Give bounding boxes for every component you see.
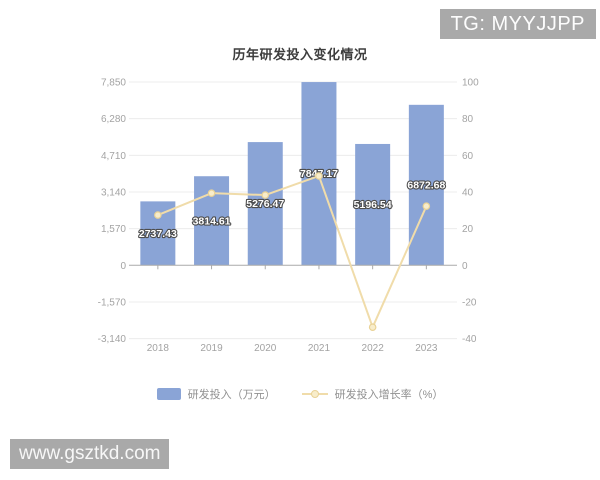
bar-value-label: 2737.43 xyxy=(139,228,177,240)
left-axis-tick-label: 3,140 xyxy=(101,187,126,198)
right-axis-tick-label: 100 xyxy=(462,78,479,89)
watermark: www.gsztkd.com xyxy=(10,439,170,469)
line-marker xyxy=(422,202,431,210)
line-marker xyxy=(368,323,377,331)
line-marker xyxy=(154,211,162,219)
right-axis-tick-label: -20 xyxy=(462,297,477,308)
chart-title: 历年研发投入变化情况 xyxy=(232,47,368,62)
x-axis-label: 2020 xyxy=(254,343,277,354)
bar-series-swatch-icon xyxy=(156,388,181,400)
x-axis-label: 2023 xyxy=(415,343,438,354)
line-marker xyxy=(207,189,216,197)
x-axis-label: 2018 xyxy=(147,343,170,354)
right-axis-tick-label: -40 xyxy=(462,334,477,345)
legend-label-rd-investment: 研发投入（万元） xyxy=(187,389,276,401)
bar xyxy=(355,143,391,266)
x-axis-label: 2022 xyxy=(362,343,385,354)
right-axis-tick-label: 0 xyxy=(462,261,468,272)
bar-value-label: 3814.61 xyxy=(193,215,231,227)
bar-value-label: 5196.54 xyxy=(354,199,392,211)
left-axis-tick-label: 0 xyxy=(120,261,126,272)
bar-value-label: 6872.68 xyxy=(407,180,445,192)
left-axis-tick-label: 1,570 xyxy=(101,224,126,235)
left-axis-tick-label: -1,570 xyxy=(98,297,127,308)
x-axis-label: 2021 xyxy=(308,343,331,354)
legend-item-growth-rate[interactable]: 研发投入增长率（%） xyxy=(301,386,444,402)
right-axis-tick-label: 60 xyxy=(462,151,474,162)
bar xyxy=(247,142,283,266)
left-axis-tick-label: -3,140 xyxy=(98,334,127,345)
chart-canvas: 7,850 6,280 4,710 3,140 1,570 0 -1,570 -3,140 10… xyxy=(98,78,479,355)
left-axis-tick-label: 7,850 xyxy=(101,78,126,89)
line-series-dot-icon xyxy=(310,390,319,398)
left-axis-tick-label: 4,710 xyxy=(101,151,126,162)
legend-item-rd-investment[interactable]: 研发投入（万元） xyxy=(156,386,276,402)
line-marker xyxy=(315,172,323,180)
growth-rate-line xyxy=(157,174,428,329)
left-axis-tick-label: 6,280 xyxy=(101,114,126,125)
right-axis-tick-label: 40 xyxy=(462,187,474,198)
x-axis-label: 2019 xyxy=(200,343,223,354)
line-marker xyxy=(261,191,270,199)
legend-label-growth-rate: 研发投入增长率（%） xyxy=(334,389,444,401)
right-axis-tick-label: 80 xyxy=(462,114,474,125)
right-axis-tick-label: 20 xyxy=(462,224,474,235)
legend: 研发投入（万元） 研发投入增长率（%） xyxy=(0,386,600,402)
bar-value-label: 5276.47 xyxy=(246,198,284,210)
line-series-swatch-icon xyxy=(301,390,328,398)
bar xyxy=(408,104,444,266)
telegram-badge: TG: MYYJJPP xyxy=(439,9,596,39)
